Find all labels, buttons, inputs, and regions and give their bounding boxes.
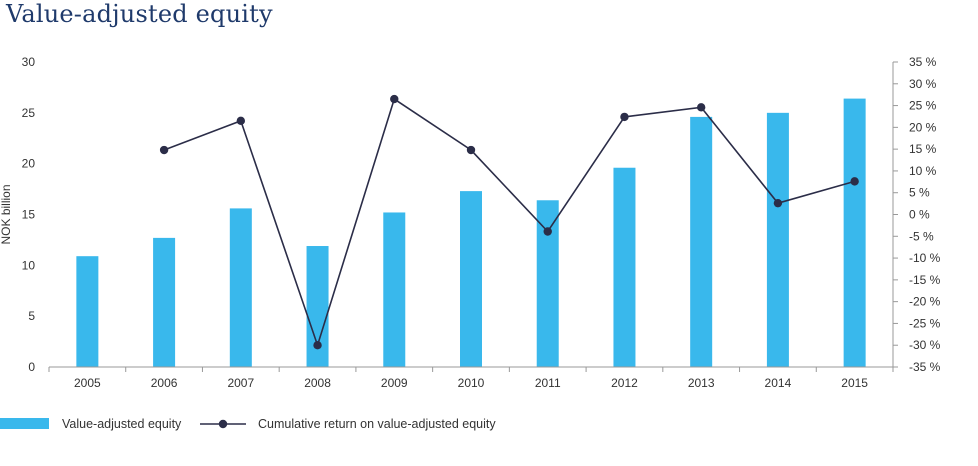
data-point [313, 341, 322, 350]
legend-bar-swatch [0, 418, 49, 429]
bar [843, 98, 866, 367]
x-tick-label: 2015 [841, 376, 868, 390]
x-tick-label: 2005 [74, 376, 101, 390]
chart-title: Value-adjusted equity [6, 0, 273, 28]
bar [383, 212, 406, 367]
y2-tick-label: 15 % [909, 142, 937, 156]
y2-tick-label: 20 % [909, 120, 937, 134]
y2-tick-label: -10 % [909, 251, 941, 265]
x-tick-label: 2012 [611, 376, 638, 390]
legend: Value-adjusted equity Cumulative return o… [0, 417, 496, 431]
axes: 2005 2006 2007 2008 2009 2010 2011 2012 2013 2014… [0, 55, 941, 390]
x-tick-label: 2013 [688, 376, 715, 390]
y2-tick-label: 5 % [909, 186, 930, 200]
y2-tick-label: 30 % [909, 77, 937, 91]
bar [76, 256, 99, 367]
x-tick-label: 2006 [151, 376, 178, 390]
y2-tick-label: -35 % [909, 360, 941, 374]
data-point [850, 177, 859, 186]
data-point [466, 145, 476, 155]
y2-tick-label: -20 % [909, 295, 941, 309]
y-tick-label: 5 [28, 309, 35, 323]
bar [153, 237, 176, 367]
y2-tick-label: 35 % [909, 55, 937, 69]
line-series [159, 94, 859, 350]
x-tick-label: 2007 [227, 376, 254, 390]
y-tick-label: 15 [22, 208, 36, 222]
y-axis-title: NOK billion [0, 184, 13, 244]
return-line [163, 97, 855, 348]
bar [690, 116, 713, 368]
data-point [390, 94, 399, 104]
bar [229, 208, 252, 367]
y2-tick-label: -25 % [909, 316, 941, 330]
y2-tick-label: -30 % [909, 338, 941, 352]
data-point [773, 198, 783, 208]
x-tick-label: 2010 [458, 376, 485, 390]
data-point [696, 103, 706, 112]
x-tick-label: 2008 [304, 376, 331, 390]
bar [306, 246, 329, 367]
data-point [543, 227, 552, 236]
legend-marker-swatch [218, 419, 228, 429]
legend-label-bar: Value-adjusted equity [62, 417, 182, 431]
y2-tick-label: -15 % [909, 273, 941, 287]
x-tick-label: 2009 [381, 376, 408, 390]
x-tick-label: 2011 [535, 376, 561, 390]
y2-tick-label: 0 % [909, 208, 930, 222]
y-tick-label: 25 [22, 106, 36, 120]
y-tick-label: 20 [22, 157, 36, 171]
bar-series [76, 98, 866, 368]
data-point [236, 116, 246, 126]
bar [766, 112, 789, 367]
bar [613, 167, 636, 367]
y-tick-label: 10 [22, 258, 36, 272]
bar [536, 200, 559, 367]
bar [460, 191, 482, 367]
y2-tick-label: 25 % [909, 99, 937, 113]
y-tick-label: 30 [22, 55, 36, 69]
x-tick-label: 2014 [765, 376, 792, 390]
data-point [159, 145, 169, 155]
legend-label-line: Cumulative return on value-adjusted equi… [258, 417, 496, 431]
data-point [620, 112, 629, 122]
y2-tick-label: 10 % [909, 164, 937, 178]
y-tick-label: 0 [28, 360, 35, 374]
y2-tick-label: -5 % [909, 229, 934, 243]
